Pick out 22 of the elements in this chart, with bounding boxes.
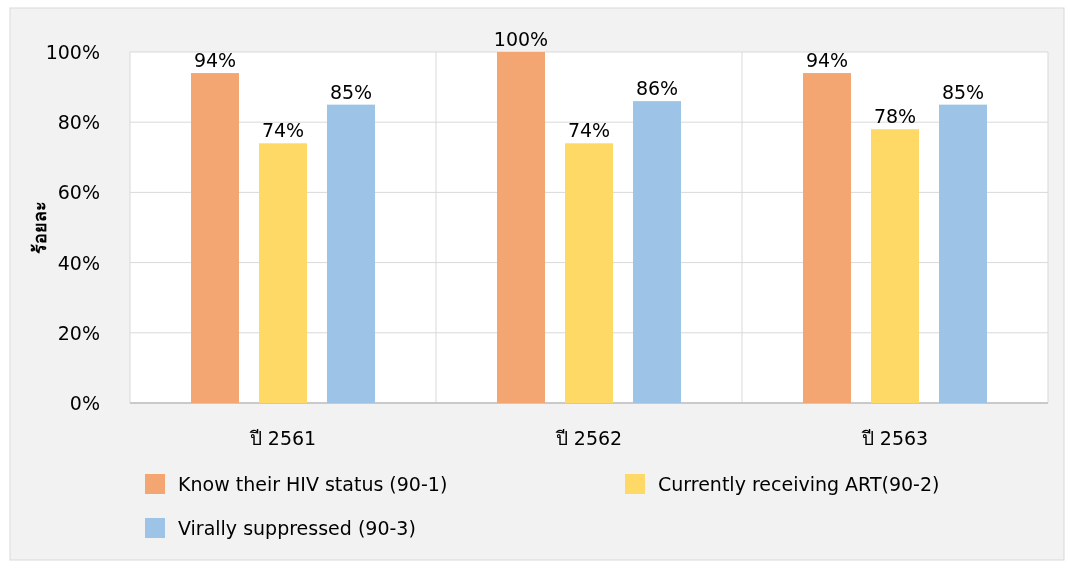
data-label: 85% (941, 80, 985, 103)
data-label: 94% (193, 49, 237, 72)
data-label: 85% (329, 80, 373, 103)
data-label: 86% (635, 77, 679, 100)
data-label: 78% (873, 105, 917, 128)
legend-label: Virally suppressed (90-3) (178, 517, 416, 539)
legend-label: Know their HIV status (90-1) (178, 473, 448, 495)
ytick: 100% (45, 41, 100, 63)
ytick: 60% (57, 181, 100, 204)
xtick: ปี 2562 (555, 427, 623, 449)
data-label: 74% (567, 119, 611, 142)
xtick: ปี 2563 (861, 427, 929, 449)
data-label: 94% (805, 49, 849, 72)
legend-label: Currently receiving ART(90-2) (658, 473, 940, 495)
xtick: ปี 2561 (249, 427, 317, 449)
ylabel: ร้อยละ (29, 201, 50, 254)
ytick: 80% (57, 111, 100, 134)
data-label: 100% (493, 28, 549, 50)
ytick: 40% (57, 251, 100, 274)
ytick: 0% (69, 392, 100, 414)
ytick: 20% (57, 321, 100, 344)
data-label: 74% (261, 119, 305, 142)
